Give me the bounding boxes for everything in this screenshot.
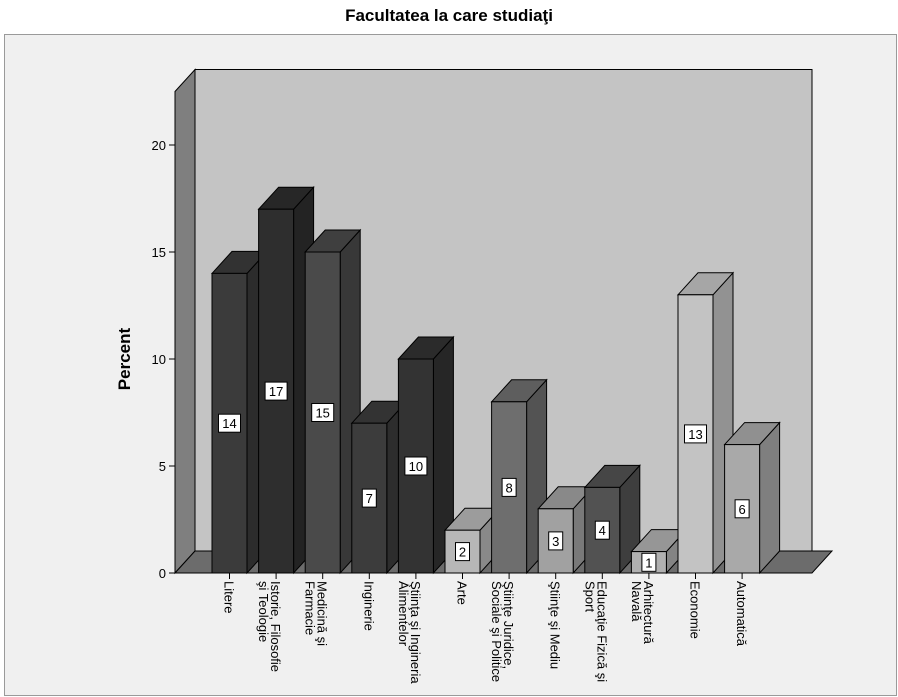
- data-label-box: [734, 499, 750, 519]
- x-tick-label-line: Arhitectură: [641, 581, 656, 645]
- x-tick-label: Inginerie: [361, 581, 376, 631]
- side-wall: [174, 68, 196, 575]
- data-label-box: [548, 531, 564, 551]
- data-label-box: [264, 381, 288, 401]
- data-label-box: [218, 413, 241, 433]
- data-label: 10: [409, 459, 423, 474]
- x-tick-label: Arte: [455, 581, 470, 605]
- data-label: 4: [599, 523, 606, 538]
- chart-title: Facultatea la care studiaţi: [345, 6, 553, 25]
- x-tick-label-line: Ştiinţa şi Ingineria: [408, 581, 423, 684]
- x-tick-label-line: şi Teologie: [256, 581, 271, 642]
- data-label: 15: [315, 406, 329, 421]
- x-tick-label: Economie: [688, 581, 703, 639]
- data-label-box: [641, 552, 657, 572]
- data-label-box: [404, 456, 428, 476]
- x-tick-label-line: Sociale şi Politice: [489, 581, 504, 682]
- y-tick-label: 15: [152, 245, 166, 260]
- x-tick-label: Litere: [222, 581, 237, 614]
- y-tick-label: 0: [159, 566, 166, 581]
- data-label: 14: [222, 416, 236, 431]
- x-tick-label-line: Ştiinţe Juridice,: [501, 581, 516, 669]
- data-label: 17: [269, 384, 283, 399]
- data-label-box: [311, 403, 335, 422]
- x-tick-label: Automatică: [734, 581, 749, 647]
- data-label-box: [684, 424, 707, 444]
- data-label: 6: [738, 502, 745, 517]
- x-tick-label-line: Farmacie: [303, 581, 318, 635]
- y-axis-label: Percent: [115, 327, 134, 390]
- y-tick-label: 20: [152, 138, 166, 153]
- x-tick-label-line: Economie: [688, 581, 703, 639]
- x-tick-label-line: Alimentelor: [396, 581, 411, 647]
- data-label: 7: [366, 491, 373, 506]
- x-tick-label-line: Automatică: [734, 581, 749, 647]
- data-label: 13: [688, 427, 702, 442]
- x-tick-label-line: Inginerie: [361, 581, 376, 631]
- y-tick-label: 10: [152, 352, 166, 367]
- x-tick-label-line: Medicină şi: [315, 581, 330, 646]
- x-tick-label-line: Educaţie Fizică şi: [594, 581, 609, 682]
- data-label-box: [594, 520, 610, 540]
- x-tick-label-line: Istorie, Filosofie: [268, 581, 283, 672]
- x-tick-label: Ştiinţe Juridice,Sociale şi Politice: [489, 581, 516, 682]
- bar-side: [759, 421, 781, 575]
- x-tick-label-line: Arte: [455, 581, 470, 605]
- data-label: 8: [505, 480, 512, 495]
- data-label: 2: [459, 545, 466, 560]
- data-label: 3: [552, 534, 559, 549]
- data-label-box: [501, 477, 517, 497]
- data-label-box: [361, 488, 377, 508]
- bar: [351, 422, 388, 574]
- x-tick-label-line: Sport: [582, 581, 597, 612]
- y-tick-label: 5: [159, 459, 166, 474]
- x-tick-label-line: Navală: [629, 581, 644, 622]
- data-label: 1: [645, 555, 652, 570]
- x-tick-label-line: Ştiinţe şi Mediu: [548, 581, 563, 669]
- x-tick-label: Ştiinţe şi Mediu: [548, 581, 563, 669]
- data-label-box: [455, 542, 470, 562]
- x-tick-label-line: Litere: [222, 581, 237, 614]
